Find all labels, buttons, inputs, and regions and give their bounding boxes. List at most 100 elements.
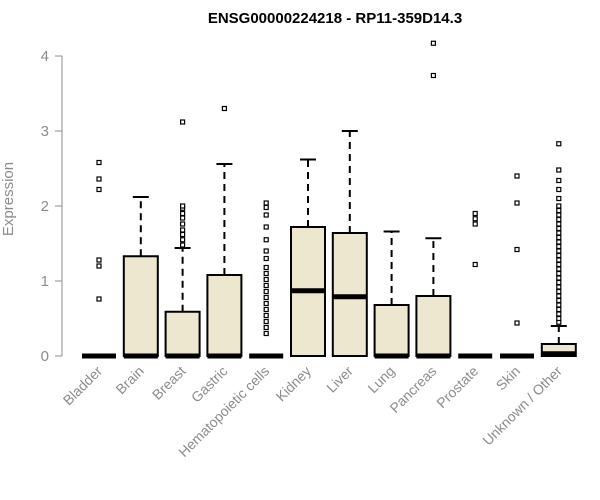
outlier-point — [263, 248, 269, 254]
outlier-point — [556, 186, 562, 193]
outlier-point — [430, 72, 436, 79]
box-bladder — [82, 159, 116, 359]
box-body — [206, 274, 243, 357]
outlier-point — [263, 330, 269, 337]
category-label: Lung — [364, 363, 397, 396]
outlier-point — [556, 195, 562, 202]
outlier-point — [96, 257, 102, 263]
boxes-layer — [82, 40, 577, 359]
outlier-point — [556, 311, 562, 317]
category-label: Bladder — [60, 363, 106, 409]
outlier-point — [556, 243, 562, 250]
outlier-point — [556, 216, 562, 223]
box-brain — [122, 196, 159, 359]
y-tick-label: 2 — [41, 198, 49, 215]
y-tick-label: 3 — [41, 123, 49, 140]
outlier-point — [180, 237, 186, 243]
y-tick-label: 1 — [41, 273, 49, 290]
outlier-point — [263, 270, 269, 277]
outlier-point — [263, 294, 269, 301]
outlier-point — [556, 293, 562, 299]
outlier-point — [472, 216, 478, 222]
outlier-point — [556, 230, 562, 236]
box-lung — [373, 230, 410, 359]
outlier-point — [263, 204, 269, 211]
outlier-point — [96, 186, 102, 193]
outlier-point — [96, 263, 102, 269]
outlier-point — [556, 261, 562, 268]
category-label: Kidney — [273, 363, 315, 405]
box-prostate — [458, 210, 493, 359]
box-pancreas — [415, 40, 452, 359]
outlier-point — [180, 210, 186, 217]
category-label: Breast — [149, 363, 189, 403]
y-axis: 0 1 2 3 4 — [41, 48, 63, 365]
outlier-point — [263, 306, 269, 313]
outlier-point — [472, 221, 478, 227]
outlier-point — [263, 212, 269, 218]
chart-title: ENSG00000224218 - RP11-359D14.3 — [208, 10, 462, 27]
outlier-point — [180, 221, 186, 227]
outlier-point — [263, 312, 269, 319]
outlier-point — [556, 279, 562, 286]
outlier-point — [263, 224, 269, 230]
outlier-point — [96, 296, 102, 302]
outlier-point — [556, 234, 562, 241]
outlier-point — [556, 203, 562, 209]
y-axis-label: Expression — [0, 162, 17, 236]
outlier-point — [180, 203, 186, 209]
box-gastric — [206, 105, 243, 359]
y-tick-label: 0 — [41, 348, 49, 365]
outlier-point — [556, 252, 562, 259]
outlier-point — [556, 248, 562, 254]
outlier-point — [472, 210, 478, 217]
outlier-point — [556, 297, 562, 304]
outlier-point — [556, 275, 562, 281]
box-body — [122, 255, 159, 357]
box-body — [373, 304, 410, 357]
outlier-point — [96, 159, 102, 166]
outlier-point — [180, 215, 186, 221]
outlier-point — [263, 288, 269, 295]
outlier-point — [263, 318, 269, 325]
outlier-point — [472, 261, 478, 268]
outlier-point — [556, 284, 562, 290]
outlier-point — [556, 177, 562, 184]
box-kidney — [290, 158, 326, 357]
category-label: Brain — [112, 363, 146, 397]
category-label: Skin — [493, 363, 524, 394]
outlier-point — [556, 225, 562, 232]
y-tick-label: 4 — [41, 48, 49, 65]
outlier-point — [263, 282, 269, 289]
outlier-point — [556, 288, 562, 295]
outlier-point — [556, 266, 562, 272]
outlier-point — [180, 242, 186, 248]
outlier-point — [180, 231, 186, 238]
outlier-point — [96, 176, 102, 182]
outlier-point — [221, 105, 227, 112]
outlier-point — [556, 315, 562, 322]
outlier-point — [263, 237, 269, 243]
outlier-point — [514, 320, 520, 326]
box-hematopoietic-cells — [249, 200, 284, 359]
box-liver — [331, 130, 368, 357]
outlier-point — [514, 173, 520, 179]
box-breast — [164, 119, 201, 359]
box-skin — [500, 173, 534, 359]
outlier-point — [556, 239, 562, 245]
outlier-point — [556, 221, 562, 227]
box-unknown-other — [540, 141, 577, 357]
outlier-point — [556, 212, 562, 218]
outlier-point — [514, 246, 520, 253]
outlier-point — [556, 141, 562, 147]
box-body — [415, 295, 452, 357]
outlier-point — [556, 302, 562, 308]
outlier-point — [514, 200, 520, 206]
category-label: Unknown / Other — [479, 363, 565, 449]
outlier-point — [556, 306, 562, 313]
outlier-point — [263, 300, 269, 307]
outlier-point — [430, 40, 436, 46]
outlier-point — [263, 255, 269, 262]
box-body — [164, 310, 201, 357]
outlier-point — [263, 200, 269, 206]
